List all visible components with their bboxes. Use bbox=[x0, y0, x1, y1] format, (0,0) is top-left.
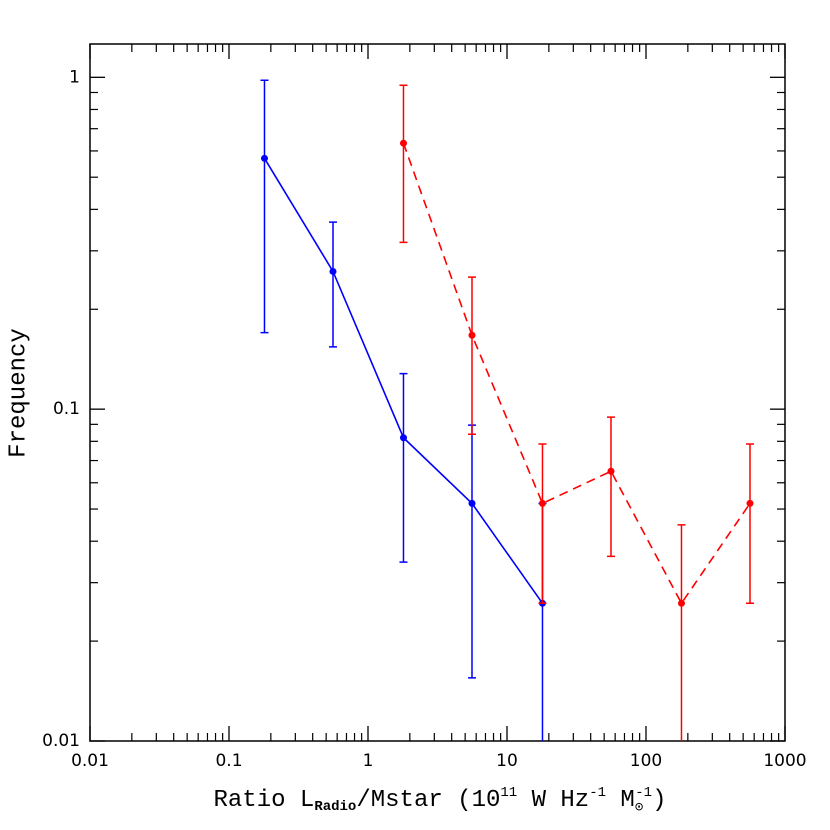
x-label-part: -1 bbox=[589, 785, 606, 801]
error-bar bbox=[677, 524, 686, 741]
series-line bbox=[402, 142, 751, 605]
x-tick-label: 0.01 bbox=[71, 751, 109, 771]
x-label-part: Radio bbox=[314, 799, 356, 815]
error-bar bbox=[260, 79, 269, 334]
x-label-part: M bbox=[606, 787, 635, 814]
data-point bbox=[329, 267, 337, 275]
y-tick-label: 0.01 bbox=[42, 731, 80, 751]
error-bar bbox=[467, 424, 476, 679]
y-tick-label: 1 bbox=[69, 67, 80, 87]
data-point bbox=[607, 467, 615, 475]
error-bar bbox=[328, 221, 337, 348]
x-label-part: ⊙ bbox=[635, 800, 644, 816]
data-point bbox=[260, 154, 268, 162]
error-bar bbox=[606, 416, 615, 558]
data-point bbox=[746, 499, 754, 507]
x-tick-label: 1 bbox=[363, 751, 374, 771]
data-point bbox=[468, 499, 476, 507]
x-label-part: -1 bbox=[635, 785, 652, 801]
plot-frame bbox=[89, 43, 786, 742]
error-bar bbox=[745, 443, 754, 605]
error-bar bbox=[467, 276, 476, 436]
x-tick-label: 10 bbox=[496, 751, 518, 771]
x-label-part: W Hz bbox=[517, 787, 589, 814]
error-bar bbox=[399, 372, 408, 563]
x-axis-label: Ratio LRadio/Mstar (1011 W Hz-1 M⊙-1) bbox=[214, 785, 667, 816]
y-axis-label: Frequency bbox=[5, 328, 32, 458]
x-label-part: ) bbox=[652, 787, 666, 814]
x-label-part: 11 bbox=[500, 785, 517, 801]
x-tick-label: 100 bbox=[630, 751, 662, 771]
x-tick-label: 1000 bbox=[763, 751, 806, 771]
y-tick-label: 0.1 bbox=[53, 399, 80, 419]
data-point bbox=[468, 331, 476, 339]
plot-area bbox=[260, 79, 754, 741]
data-point bbox=[399, 434, 407, 442]
data-point bbox=[538, 499, 546, 507]
x-tick-label: 0.1 bbox=[215, 751, 242, 771]
x-label-part: Ratio L bbox=[214, 787, 315, 814]
data-point bbox=[677, 599, 685, 607]
data-point bbox=[399, 139, 407, 147]
x-label-part: /Mstar (10 bbox=[356, 787, 500, 814]
error-bar bbox=[538, 443, 547, 605]
error-bar bbox=[399, 84, 408, 244]
